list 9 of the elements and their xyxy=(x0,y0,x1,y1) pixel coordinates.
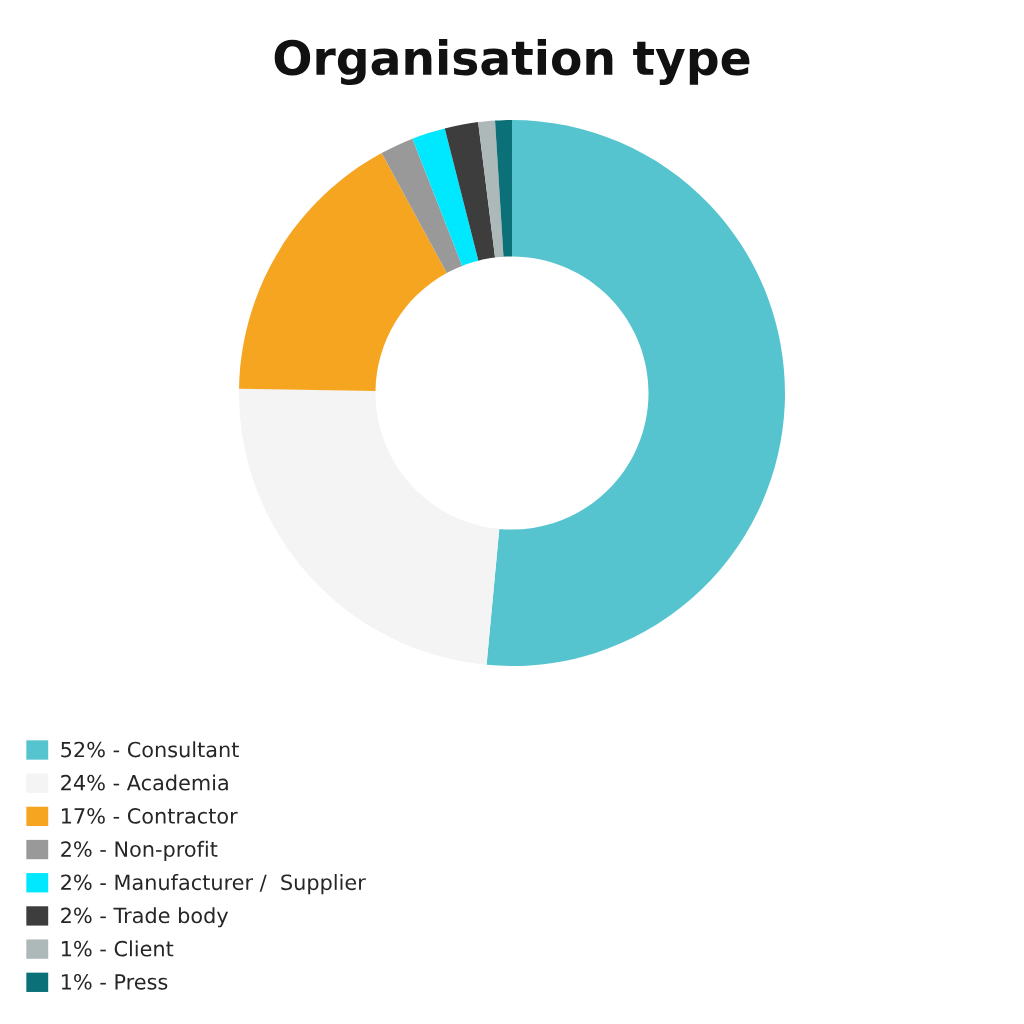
legend-label: 2% - Non-profit xyxy=(61,840,218,861)
legend-label: 2% - Manufacturer / Supplier xyxy=(61,874,366,895)
legend-label: 1% - Press xyxy=(61,973,168,990)
chart-title: Organisation type xyxy=(274,38,750,86)
legend-label: 52% - Consultant xyxy=(61,741,239,758)
legend-label: 24% - Academia xyxy=(61,774,228,791)
legend-label: 17% - Contractor xyxy=(61,808,238,824)
legend-label: 2% - Trade body xyxy=(61,907,229,928)
legend-label: 1% - Client xyxy=(61,940,174,957)
